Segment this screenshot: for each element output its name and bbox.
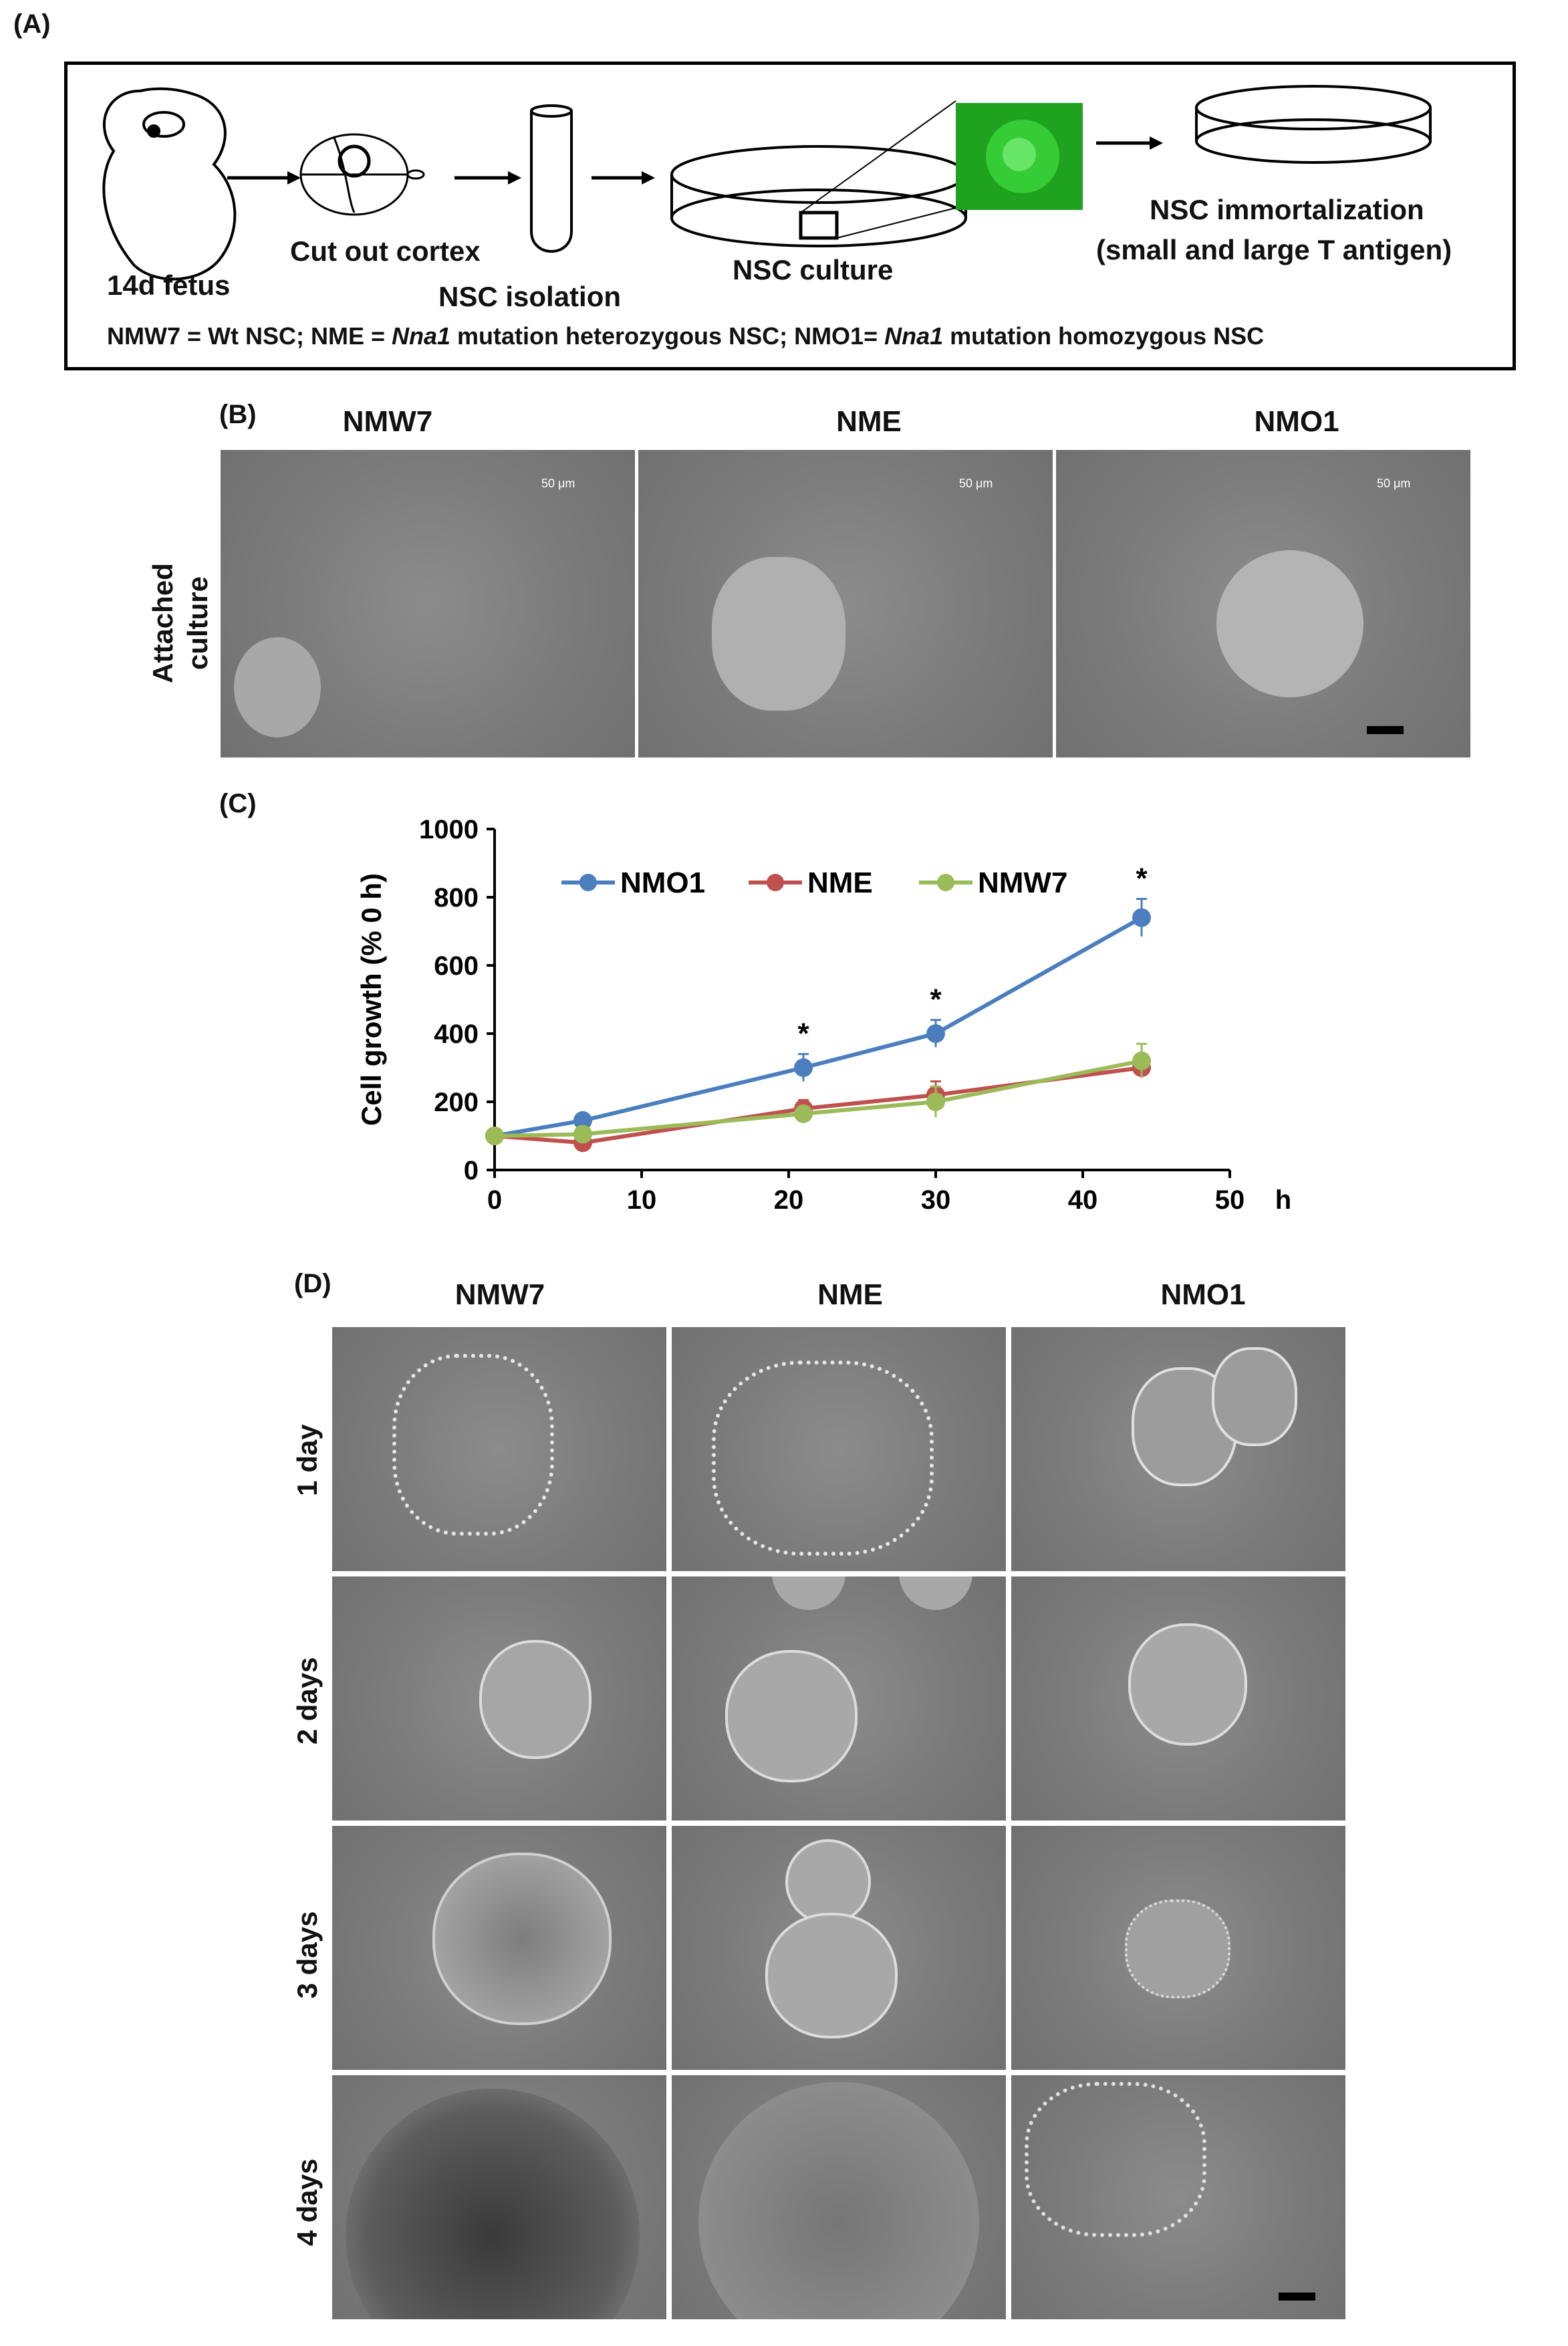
immortalized-dish-icon bbox=[1195, 85, 1432, 164]
panel-b-col-nmo1: NMO1 bbox=[1254, 405, 1339, 438]
scale-label: 50 μm bbox=[959, 477, 993, 490]
brain-icon bbox=[299, 133, 425, 216]
x-tick-label: 0 bbox=[487, 1185, 502, 1215]
sphere-nmw7-day3-image bbox=[332, 1826, 666, 2070]
significance-asterisk: * bbox=[1136, 862, 1148, 895]
legend-label-nmo1: NMO1 bbox=[620, 866, 705, 899]
attached-culture-nmo1-image: 50 μm bbox=[1056, 450, 1470, 757]
tube-icon bbox=[530, 104, 573, 253]
step-culture-label: NSC culture bbox=[733, 254, 894, 285]
cell-growth-chart: 0 200 400 600 800 1000 0 10 20 30 40 50 h Cell growth… bbox=[356, 815, 1291, 1215]
panel-d-col-nmo1: NMO1 bbox=[1160, 1278, 1246, 1311]
x-tick-label: 40 bbox=[1068, 1185, 1098, 1215]
workflow-diagram bbox=[102, 85, 1432, 281]
step-isolation-label: NSC isolation bbox=[438, 281, 622, 312]
x-tick-label: 20 bbox=[774, 1185, 804, 1215]
sphere-nmo1-day4-image bbox=[1011, 2075, 1345, 2319]
panel-a-box bbox=[64, 62, 1516, 370]
data-point-nmo1 bbox=[926, 1024, 945, 1043]
significance-asterisk: * bbox=[797, 1018, 809, 1050]
legend-marker bbox=[579, 874, 597, 891]
sphere-nme-day1-image bbox=[672, 1327, 1006, 1571]
sphere-nme-day3-image bbox=[672, 1826, 1006, 2070]
panel-b-col-nmw7: NMW7 bbox=[342, 405, 433, 438]
panel-d-col-nme: NME bbox=[817, 1278, 883, 1311]
panel-d-label: (D) bbox=[294, 1269, 332, 1298]
panel-d-row-1day: 1 day bbox=[291, 1424, 323, 1496]
scale-label: 50 μm bbox=[541, 477, 575, 490]
step-cortex-label: Cut out cortex bbox=[290, 235, 481, 267]
data-point-nmo1 bbox=[573, 1111, 592, 1131]
x-tick-label: 30 bbox=[921, 1185, 951, 1215]
sphere-nmo1-day1-image bbox=[1011, 1327, 1345, 1571]
series-line-nmw7 bbox=[494, 1058, 1142, 1138]
x-tick-label: 10 bbox=[627, 1185, 657, 1215]
data-point-nmw7 bbox=[926, 1092, 945, 1111]
culture-dish-icon bbox=[670, 100, 967, 247]
data-point-nmo1 bbox=[794, 1058, 813, 1077]
x-tick-label: 50 bbox=[1215, 1185, 1245, 1215]
x-axis-unit: h bbox=[1275, 1185, 1291, 1215]
sphere-nmw7-day2-image bbox=[332, 1576, 666, 1821]
y-tick-label: 0 bbox=[464, 1156, 479, 1185]
series-line-nmo1 bbox=[494, 915, 1143, 1138]
panel-b-label: (B) bbox=[219, 400, 257, 429]
step-immortalization-label: NSC immortalization bbox=[1150, 194, 1424, 225]
sphere-nme-day2-image bbox=[672, 1576, 1006, 1821]
data-point-nmo1 bbox=[1132, 908, 1151, 927]
legend-label-nmw7: NMW7 bbox=[978, 866, 1067, 899]
genotype-legend: NMW7 = Wt NSC; NME = Nna1 mutation heter… bbox=[107, 322, 1265, 350]
data-point-nmw7 bbox=[1132, 1051, 1151, 1070]
panel-a-label: (A) bbox=[13, 9, 51, 39]
y-tick-label: 400 bbox=[434, 1020, 479, 1049]
panel-c-label: (C) bbox=[219, 789, 257, 818]
sphere-nmw7-day1-image bbox=[332, 1327, 666, 1571]
data-point-nmw7 bbox=[794, 1104, 813, 1123]
legend-marker bbox=[937, 874, 954, 891]
sphere-nmo1-day3-image bbox=[1011, 1826, 1345, 2070]
fetus-icon bbox=[102, 87, 237, 281]
data-point-nmw7 bbox=[485, 1127, 504, 1145]
sphere-nme-day4-image bbox=[672, 2075, 1006, 2319]
step-fetus-label: 14d fetus bbox=[107, 269, 231, 301]
panel-b-row-label: Attached culture bbox=[147, 563, 213, 683]
legend-marker bbox=[767, 874, 784, 891]
panel-b-col-nme: NME bbox=[836, 405, 902, 438]
panel-d-row-4days: 4 days bbox=[291, 2158, 323, 2246]
panel-d-row-3days: 3 days bbox=[291, 1911, 323, 1999]
panel-d-col-nmw7: NMW7 bbox=[454, 1278, 545, 1311]
significance-asterisk: * bbox=[930, 983, 942, 1016]
step-immortalization-sub: (small and large T antigen) bbox=[1096, 234, 1452, 265]
y-tick-label: 800 bbox=[434, 883, 479, 913]
sphere-nmw7-day4-image bbox=[332, 2075, 666, 2319]
y-tick-label: 600 bbox=[434, 951, 479, 981]
scale-bar bbox=[1279, 2293, 1315, 2301]
scale-bar bbox=[1367, 726, 1404, 734]
legend-label-nme: NME bbox=[807, 866, 873, 899]
y-axis-label: Cell growth (% 0 h) bbox=[356, 873, 387, 1126]
panel-d-row-2days: 2 days bbox=[291, 1657, 323, 1745]
scale-label: 50 μm bbox=[1377, 477, 1411, 490]
attached-culture-nme-image: 50 μm bbox=[638, 450, 1053, 757]
sphere-nmo1-day2-image bbox=[1011, 1576, 1345, 1821]
attached-culture-nmw7-image: 50 μm bbox=[221, 450, 635, 757]
data-point-nmw7 bbox=[573, 1125, 592, 1144]
y-tick-label: 1000 bbox=[419, 815, 479, 844]
y-tick-label: 200 bbox=[434, 1088, 479, 1117]
